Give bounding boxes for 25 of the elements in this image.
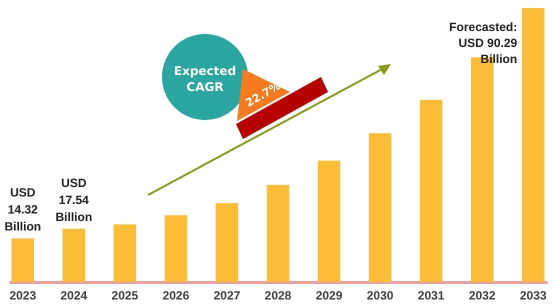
- x-tick-label: 2029: [316, 288, 343, 302]
- x-tick-label: 2028: [264, 288, 292, 302]
- x-tick-label: 2030: [366, 288, 394, 302]
- bar: [114, 224, 136, 282]
- x-tick-label: 2027: [214, 288, 241, 302]
- annotation: Expected CAGR: [172, 63, 238, 95]
- bar: [12, 238, 34, 282]
- bar: [522, 8, 544, 282]
- x-tick-label: 2025: [112, 288, 139, 302]
- data-label: USD 17.54 Billion: [55, 176, 92, 224]
- bar: [318, 160, 340, 282]
- bar: [266, 184, 290, 282]
- bar: [420, 100, 442, 282]
- x-tick-label: 2024: [60, 288, 88, 302]
- bar: [368, 133, 392, 282]
- data-label: USD 14.32 Billion: [4, 186, 42, 234]
- x-tick-label: 2023: [9, 288, 36, 302]
- annotation: Forecasted: USD 90.29 Billion: [449, 20, 518, 66]
- x-tick-label: 2033: [520, 288, 547, 302]
- bar: [62, 228, 86, 282]
- x-tick-label: 2031: [418, 288, 445, 302]
- bar: [216, 203, 238, 282]
- x-tick-label: 2026: [162, 288, 190, 302]
- x-tick-label: 2032: [468, 288, 496, 302]
- bar: [164, 215, 188, 282]
